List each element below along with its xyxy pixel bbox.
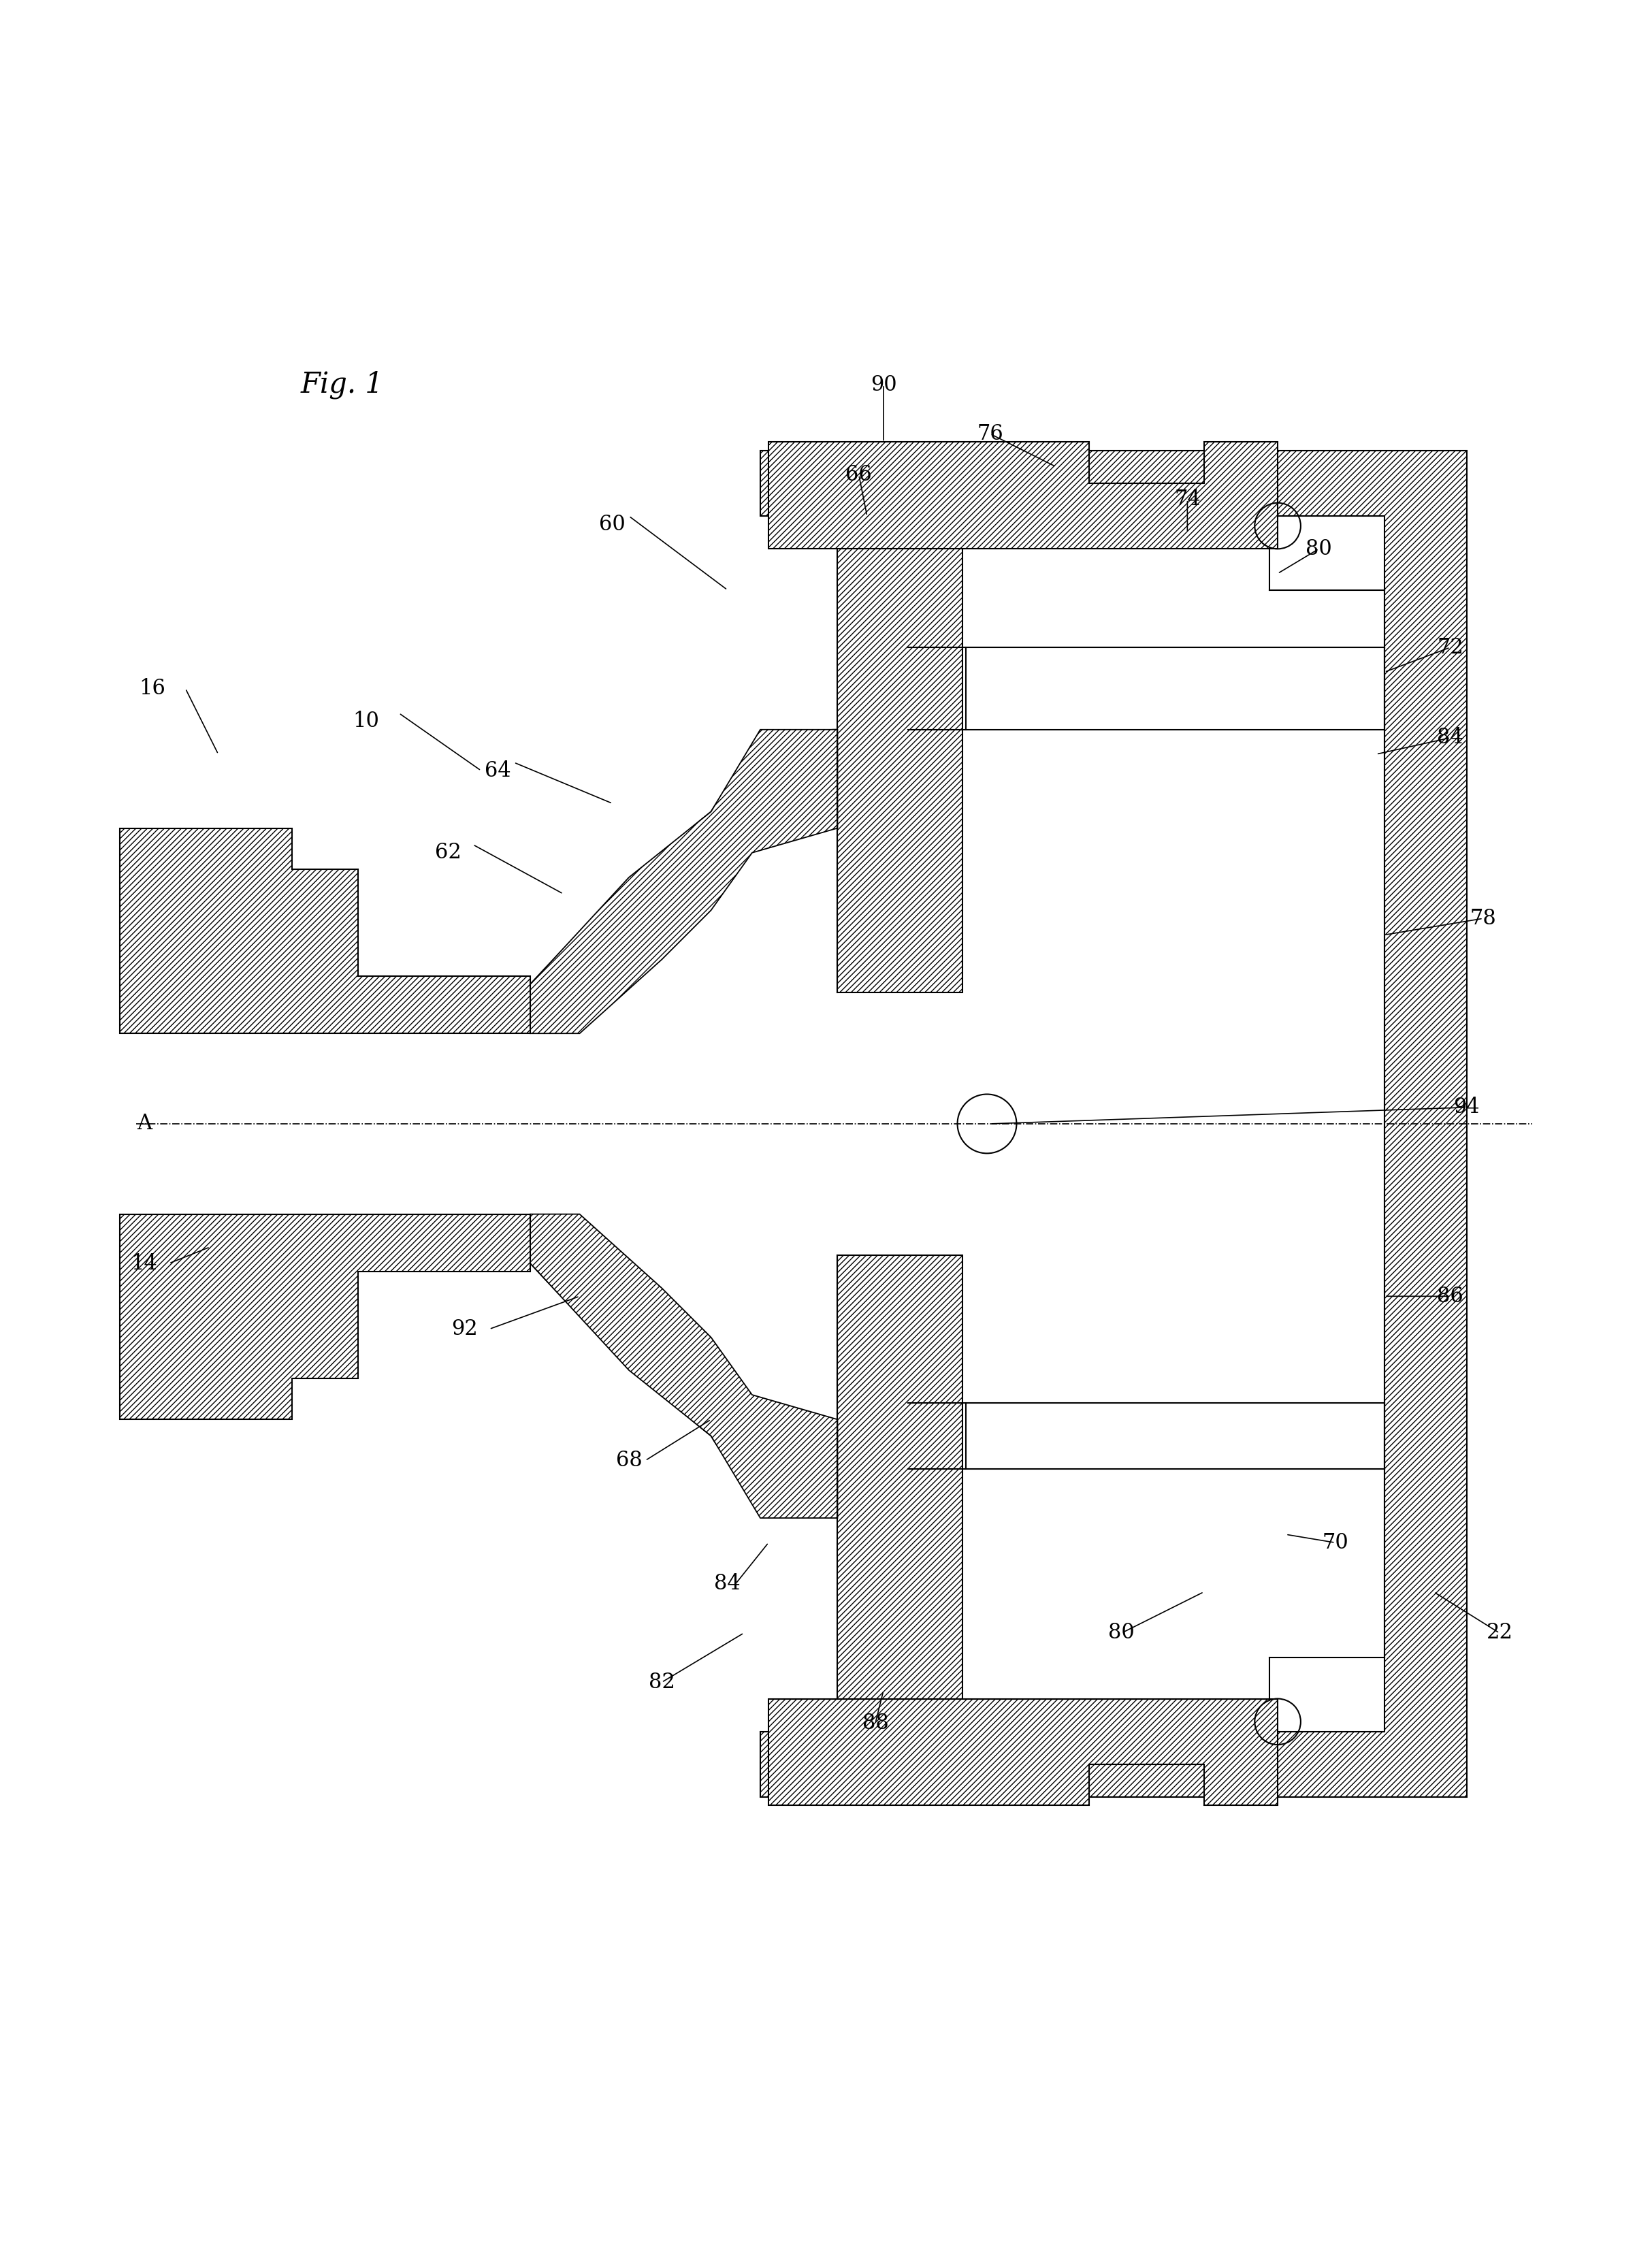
Text: 16: 16 bbox=[139, 677, 165, 700]
Text: 82: 82 bbox=[649, 1671, 676, 1693]
Text: 88: 88 bbox=[862, 1714, 889, 1734]
Text: 94: 94 bbox=[1454, 1096, 1480, 1118]
Polygon shape bbox=[760, 451, 1467, 1798]
Text: 86: 86 bbox=[1437, 1286, 1464, 1306]
Text: 62: 62 bbox=[434, 842, 461, 863]
Text: Fig. 1: Fig. 1 bbox=[301, 371, 383, 398]
Text: 60: 60 bbox=[600, 514, 626, 534]
Text: 68: 68 bbox=[616, 1449, 643, 1472]
Polygon shape bbox=[838, 1254, 963, 1798]
Text: 64: 64 bbox=[484, 761, 510, 781]
Text: 80: 80 bbox=[1108, 1623, 1135, 1644]
Text: 92: 92 bbox=[451, 1318, 477, 1340]
Text: 10: 10 bbox=[354, 711, 380, 731]
Text: 90: 90 bbox=[871, 374, 897, 396]
Polygon shape bbox=[119, 1214, 530, 1420]
Text: 74: 74 bbox=[1175, 489, 1201, 509]
Text: 22: 22 bbox=[1487, 1623, 1513, 1644]
Text: 76: 76 bbox=[976, 423, 1003, 444]
Text: 72: 72 bbox=[1437, 636, 1464, 659]
Polygon shape bbox=[768, 1698, 1277, 1804]
Text: 66: 66 bbox=[846, 464, 872, 484]
Polygon shape bbox=[530, 729, 838, 1032]
Text: 84: 84 bbox=[714, 1573, 740, 1594]
Text: 84: 84 bbox=[1437, 727, 1464, 749]
Polygon shape bbox=[838, 451, 963, 992]
Text: 14: 14 bbox=[131, 1252, 157, 1275]
Polygon shape bbox=[530, 1214, 838, 1517]
Text: 70: 70 bbox=[1322, 1533, 1348, 1553]
Polygon shape bbox=[768, 441, 1277, 548]
Text: 80: 80 bbox=[1305, 539, 1332, 559]
Text: 78: 78 bbox=[1470, 908, 1497, 928]
Polygon shape bbox=[119, 829, 530, 1032]
Text: A: A bbox=[137, 1114, 152, 1134]
